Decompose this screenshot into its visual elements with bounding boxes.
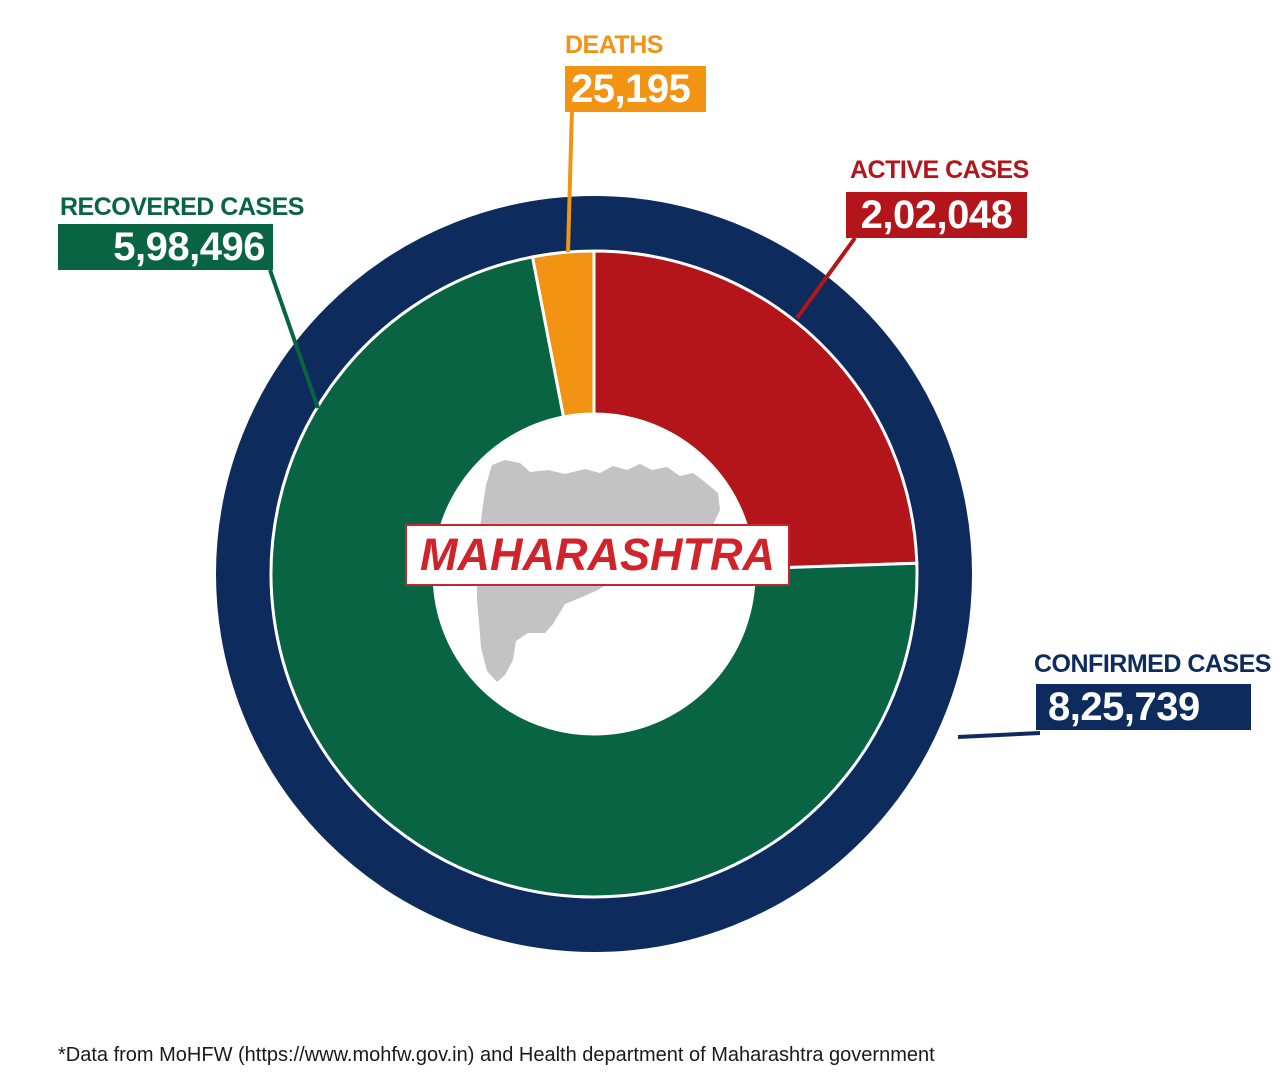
- recovered-cases-value: 5,98,496: [58, 224, 273, 270]
- recovered-cases-slice: [269, 255, 919, 899]
- confirmed-cases-label: CONFIRMED CASES: [1034, 650, 1271, 678]
- confirmed-cases-value: 8,25,739: [1036, 684, 1251, 730]
- confirmed-cases-leader: [957, 731, 1041, 739]
- deaths-leader: [566, 107, 574, 253]
- leader-lines: [268, 107, 1041, 739]
- deaths-value: 25,195: [565, 66, 706, 112]
- confirmed-ring: [216, 196, 972, 952]
- active-cases-slice: [592, 249, 919, 571]
- confirmed-outer-ring: [216, 196, 972, 952]
- footnote: *Data from MoHFW (https://www.mohfw.gov.…: [58, 1044, 935, 1066]
- deaths-label: DEATHS: [565, 31, 663, 59]
- center-title: MAHARASHTRA: [405, 524, 790, 586]
- active-cases-value: 2,02,048: [846, 192, 1027, 238]
- recovered-cases-label: RECOVERED CASES: [60, 193, 304, 221]
- active-cases-leader: [795, 236, 857, 320]
- pie-slices: [269, 249, 919, 899]
- recovered-cases-leader: [268, 269, 320, 409]
- active-cases-label: ACTIVE CASES: [850, 156, 1029, 184]
